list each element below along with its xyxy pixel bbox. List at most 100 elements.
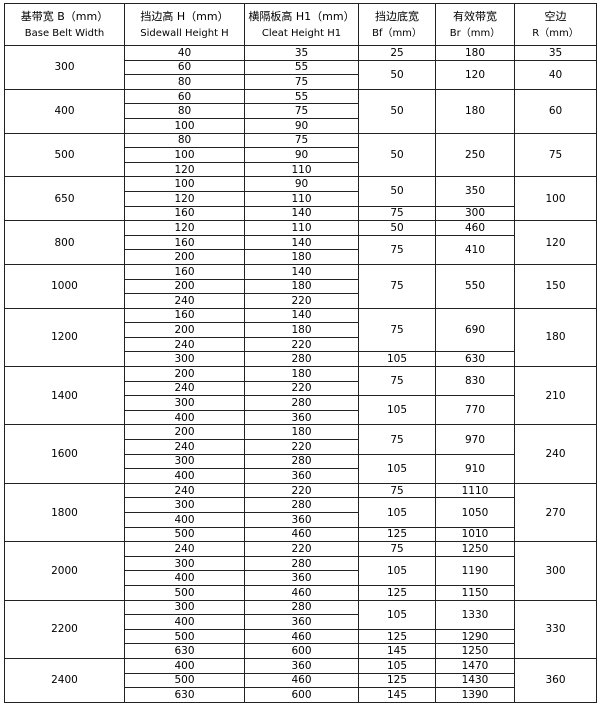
sidewall-height: 200 — [124, 322, 245, 338]
sidewall-height: 160 — [124, 263, 245, 280]
bf-cell: 125 — [358, 526, 436, 543]
sidewall-height: 400 — [124, 512, 245, 528]
header-chinese: 基带宽 B（mm） — [20, 9, 109, 23]
cleat-height: 600 — [244, 687, 359, 703]
bf-cell: 75 — [358, 263, 436, 309]
sidewall-height: 400 — [124, 468, 245, 484]
base-width: 1600 — [4, 424, 125, 484]
br-cell: 630 — [435, 351, 515, 368]
cleat-height: 75 — [244, 103, 359, 119]
bf-cell: 75 — [358, 541, 436, 557]
base-width: 1800 — [4, 482, 125, 543]
sidewall-height: 200 — [124, 278, 245, 295]
r-cell: 360 — [514, 657, 597, 703]
bf-cell: 125 — [358, 628, 436, 645]
sidewall-height: 100 — [124, 176, 245, 192]
bf-cell: 105 — [358, 657, 436, 674]
cleat-height: 360 — [244, 468, 359, 484]
data-row: 2400 400 360 105 1470 360 — [4, 657, 597, 703]
cleat-height: 180 — [244, 424, 359, 441]
sidewall-height: 80 — [124, 74, 245, 90]
r-cell: 210 — [514, 366, 597, 426]
cleat-height: 110 — [244, 190, 359, 207]
cleat-height: 280 — [244, 497, 359, 513]
sidewall-height: 240 — [124, 482, 245, 499]
br-cell: 690 — [435, 307, 515, 353]
bf-cell: 105 — [358, 599, 436, 630]
base-width: 300 — [4, 45, 125, 90]
sidewall-height: 60 — [124, 59, 245, 76]
br-cell: 460 — [435, 220, 515, 236]
base-width: 800 — [4, 220, 125, 265]
br-cell: 770 — [435, 395, 515, 426]
sidewall-height: 400 — [124, 657, 245, 674]
data-row: 300 280 105 770 — [5, 395, 597, 426]
br-cell: 1250 — [435, 541, 515, 557]
cleat-height: 460 — [244, 628, 359, 645]
bf-cell: 50 — [358, 220, 436, 236]
cleat-height: 90 — [244, 117, 359, 134]
r-cell: 120 — [514, 220, 597, 265]
base-width: 400 — [4, 88, 125, 134]
data-row: 300 40 35 25 180 35 — [4, 45, 597, 90]
base-width: 2400 — [4, 657, 125, 703]
cleat-height: 220 — [244, 482, 359, 499]
cleat-height: 55 — [244, 88, 359, 105]
header-cell: 有效带宽 Br（mm） — [435, 3, 515, 46]
data-row: 500 80 75 50 250 75 — [4, 132, 597, 178]
cleat-height: 140 — [244, 307, 359, 324]
header-chinese: 挡边底宽 — [375, 9, 419, 23]
bf-cell: 145 — [358, 687, 436, 703]
data-row: 400 360 — [5, 570, 597, 586]
cleat-height: 460 — [244, 584, 359, 601]
cleat-height: 220 — [244, 439, 359, 455]
r-cell: 100 — [514, 176, 597, 222]
base-width: 1200 — [4, 307, 125, 368]
cleat-height: 280 — [244, 351, 359, 368]
cleat-height: 220 — [244, 336, 359, 353]
header-chinese: 挡边高 H（mm） — [140, 9, 229, 23]
cleat-height: 180 — [244, 278, 359, 295]
sidewall-height: 300 — [124, 395, 245, 411]
sidewall-height: 240 — [124, 293, 245, 309]
data-row: 240 220 — [5, 336, 597, 353]
cleat-height: 360 — [244, 512, 359, 528]
sidewall-height: 240 — [124, 336, 245, 353]
sidewall-height: 80 — [124, 132, 245, 149]
r-cell: 330 — [514, 599, 597, 659]
header-chinese: 横隔板高 H1（mm） — [248, 9, 355, 23]
data-row: 240 220 — [5, 380, 597, 397]
header-chinese: 空边 — [544, 9, 567, 23]
data-row: 1800 240 220 75 1110 270 — [4, 482, 597, 543]
data-row: 160 140 75 300 — [5, 205, 597, 222]
sidewall-height: 240 — [124, 380, 245, 397]
base-width: 500 — [4, 132, 125, 178]
header-english: Br（mm） — [449, 27, 501, 39]
cleat-height: 110 — [244, 220, 359, 236]
header-english: Cleat Height H1 — [261, 27, 342, 39]
bf-cell: 75 — [358, 482, 436, 499]
br-cell: 1250 — [435, 643, 515, 659]
data-row: 300 280 105 910 — [5, 453, 597, 484]
br-cell: 1430 — [435, 672, 515, 689]
cleat-height: 180 — [244, 322, 359, 338]
br-cell: 910 — [435, 453, 515, 484]
cleat-height: 360 — [244, 657, 359, 674]
cleat-height: 75 — [244, 74, 359, 90]
cleat-height: 360 — [244, 614, 359, 630]
data-row: 100 90 — [5, 147, 597, 163]
header-cell: 挡边底宽 Bf（mm） — [358, 3, 436, 46]
data-row: 300 280 105 1050 — [5, 497, 597, 528]
spec-table: 基带宽 B（mm） Base Belt Width 挡边高 H（mm） Sidewal… — [4, 3, 597, 703]
sidewall-height: 400 — [124, 409, 245, 426]
br-cell: 970 — [435, 424, 515, 455]
sidewall-height: 160 — [124, 234, 245, 251]
data-row: 500 460 125 1290 — [5, 628, 597, 645]
header-cell: 空边 R（mm） — [514, 3, 597, 46]
bf-cell: 75 — [358, 307, 436, 353]
page: {"table":{"header":[["基带宽 B（mm）","Base B… — [0, 3, 600, 710]
br-cell: 1330 — [435, 599, 515, 630]
cleat-height: 35 — [244, 45, 359, 61]
cleat-height: 140 — [244, 205, 359, 222]
sidewall-height: 300 — [124, 351, 245, 368]
